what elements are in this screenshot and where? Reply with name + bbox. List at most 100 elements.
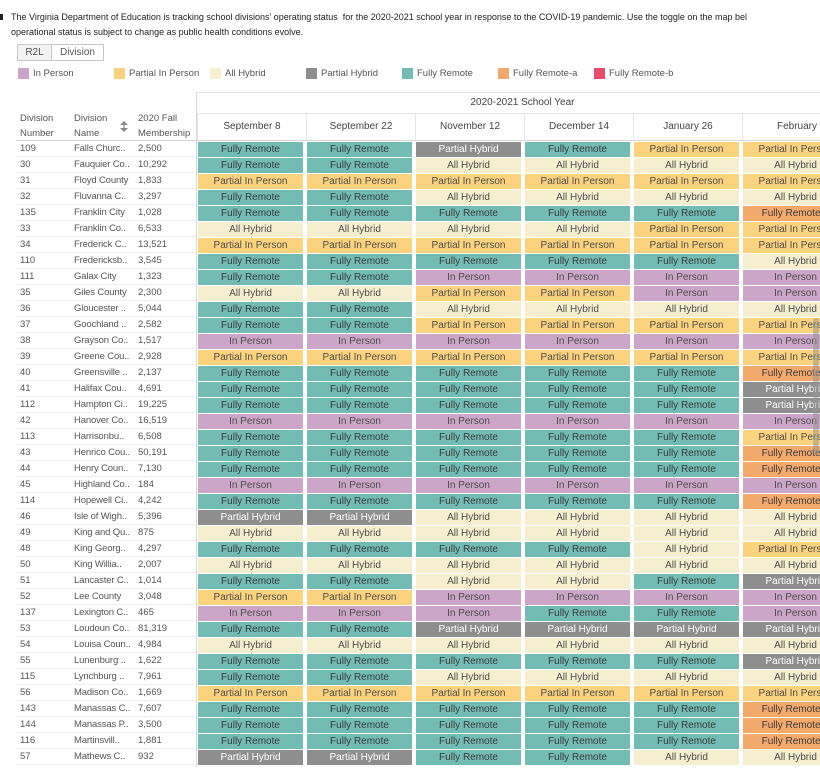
status-cell[interactable]: Fully Remote bbox=[634, 462, 739, 477]
status-cell[interactable]: All Hybrid bbox=[198, 558, 303, 573]
status-cell[interactable]: Fully Remote bbox=[198, 142, 303, 157]
status-cell[interactable]: Partial Hybrid bbox=[416, 142, 521, 157]
status-cell[interactable]: Partial In Person bbox=[743, 238, 820, 253]
status-cell[interactable]: All Hybrid bbox=[307, 526, 412, 541]
status-cell[interactable]: All Hybrid bbox=[416, 158, 521, 173]
status-cell[interactable]: Partial In Person bbox=[743, 430, 820, 445]
status-cell[interactable]: All Hybrid bbox=[416, 558, 521, 573]
status-cell[interactable]: Partial Hybrid bbox=[198, 750, 303, 765]
status-cell[interactable]: Fully Remote bbox=[525, 254, 630, 269]
status-cell[interactable]: In Person bbox=[743, 590, 820, 605]
status-cell[interactable]: Partial Hybrid bbox=[743, 382, 820, 397]
status-cell[interactable]: Partial In Person bbox=[525, 318, 630, 333]
status-cell[interactable]: Fully Remote bbox=[198, 654, 303, 669]
status-cell[interactable]: Partial In Person bbox=[525, 174, 630, 189]
status-cell[interactable]: Fully Remote bbox=[307, 270, 412, 285]
status-cell[interactable]: Fully Remote bbox=[416, 446, 521, 461]
status-cell[interactable]: Fully Remote-a bbox=[743, 366, 820, 381]
status-cell[interactable]: Fully Remote-a bbox=[743, 718, 820, 733]
status-cell[interactable]: Fully Remote bbox=[198, 718, 303, 733]
status-cell[interactable]: Fully Remote bbox=[307, 254, 412, 269]
status-cell[interactable]: In Person bbox=[307, 478, 412, 493]
toggle-option-r2l[interactable]: R2L bbox=[18, 45, 52, 60]
status-cell[interactable]: Partial Hybrid bbox=[307, 510, 412, 525]
status-cell[interactable]: All Hybrid bbox=[634, 526, 739, 541]
status-cell[interactable]: In Person bbox=[416, 270, 521, 285]
status-cell[interactable]: Partial Hybrid bbox=[743, 574, 820, 589]
status-cell[interactable]: All Hybrid bbox=[525, 670, 630, 685]
status-cell[interactable]: Partial Hybrid bbox=[198, 510, 303, 525]
status-cell[interactable]: All Hybrid bbox=[525, 526, 630, 541]
status-cell[interactable]: Fully Remote bbox=[416, 734, 521, 749]
status-cell[interactable]: Partial In Person bbox=[634, 222, 739, 237]
status-cell[interactable]: In Person bbox=[416, 478, 521, 493]
status-cell[interactable]: Fully Remote bbox=[634, 702, 739, 717]
status-cell[interactable]: Partial In Person bbox=[743, 318, 820, 333]
status-cell[interactable]: Fully Remote bbox=[525, 702, 630, 717]
status-cell[interactable]: Fully Remote bbox=[198, 382, 303, 397]
status-cell[interactable]: Fully Remote bbox=[307, 190, 412, 205]
status-cell[interactable]: Fully Remote bbox=[198, 366, 303, 381]
status-cell[interactable]: Fully Remote-a bbox=[743, 734, 820, 749]
status-cell[interactable]: In Person bbox=[743, 270, 820, 285]
status-cell[interactable]: All Hybrid bbox=[525, 638, 630, 653]
status-cell[interactable]: All Hybrid bbox=[634, 670, 739, 685]
status-cell[interactable]: Partial Hybrid bbox=[743, 654, 820, 669]
status-cell[interactable]: Partial In Person bbox=[307, 590, 412, 605]
status-cell[interactable]: All Hybrid bbox=[307, 558, 412, 573]
status-cell[interactable]: Fully Remote bbox=[525, 446, 630, 461]
status-cell[interactable]: Fully Remote-a bbox=[743, 462, 820, 477]
status-cell[interactable]: Fully Remote bbox=[307, 398, 412, 413]
status-cell[interactable]: Fully Remote bbox=[307, 302, 412, 317]
status-cell[interactable]: Fully Remote bbox=[307, 494, 412, 509]
status-cell[interactable]: All Hybrid bbox=[525, 222, 630, 237]
status-cell[interactable]: Partial In Person bbox=[634, 142, 739, 157]
status-cell[interactable]: Fully Remote bbox=[416, 718, 521, 733]
status-cell[interactable]: Fully Remote bbox=[307, 382, 412, 397]
status-cell[interactable]: Fully Remote bbox=[634, 382, 739, 397]
status-cell[interactable]: Fully Remote bbox=[416, 366, 521, 381]
status-cell[interactable]: Partial In Person bbox=[634, 238, 739, 253]
status-cell[interactable]: In Person bbox=[634, 414, 739, 429]
status-cell[interactable]: All Hybrid bbox=[634, 558, 739, 573]
status-cell[interactable]: Fully Remote bbox=[634, 606, 739, 621]
status-cell[interactable]: Fully Remote bbox=[634, 574, 739, 589]
status-cell[interactable]: All Hybrid bbox=[743, 750, 820, 765]
status-cell[interactable]: Fully Remote bbox=[307, 718, 412, 733]
status-cell[interactable]: In Person bbox=[743, 334, 820, 349]
status-cell[interactable]: Fully Remote bbox=[634, 206, 739, 221]
status-cell[interactable]: Fully Remote bbox=[198, 254, 303, 269]
status-cell[interactable]: Partial In Person bbox=[416, 350, 521, 365]
status-cell[interactable]: All Hybrid bbox=[634, 510, 739, 525]
status-cell[interactable]: Fully Remote bbox=[307, 366, 412, 381]
status-cell[interactable]: All Hybrid bbox=[743, 190, 820, 205]
status-cell[interactable]: All Hybrid bbox=[634, 542, 739, 557]
status-cell[interactable]: In Person bbox=[198, 478, 303, 493]
status-cell[interactable]: Partial Hybrid bbox=[743, 622, 820, 637]
status-cell[interactable]: Fully Remote bbox=[307, 142, 412, 157]
status-cell[interactable]: Fully Remote bbox=[198, 270, 303, 285]
sort-icon[interactable] bbox=[120, 119, 128, 132]
status-cell[interactable]: All Hybrid bbox=[743, 670, 820, 685]
status-cell[interactable]: All Hybrid bbox=[416, 638, 521, 653]
status-cell[interactable]: All Hybrid bbox=[525, 510, 630, 525]
status-cell[interactable]: In Person bbox=[743, 478, 820, 493]
status-cell[interactable]: Partial In Person bbox=[743, 142, 820, 157]
status-cell[interactable]: Fully Remote bbox=[307, 734, 412, 749]
status-cell[interactable]: Fully Remote bbox=[198, 158, 303, 173]
status-cell[interactable]: In Person bbox=[416, 334, 521, 349]
status-cell[interactable]: Fully Remote bbox=[634, 446, 739, 461]
status-cell[interactable]: Fully Remote bbox=[525, 654, 630, 669]
status-cell[interactable]: All Hybrid bbox=[416, 670, 521, 685]
status-cell[interactable]: Partial Hybrid bbox=[416, 622, 521, 637]
status-cell[interactable]: Partial In Person bbox=[416, 686, 521, 701]
status-cell[interactable]: All Hybrid bbox=[198, 222, 303, 237]
status-cell[interactable]: Fully Remote bbox=[307, 446, 412, 461]
status-cell[interactable]: Partial In Person bbox=[307, 350, 412, 365]
status-cell[interactable]: In Person bbox=[743, 414, 820, 429]
status-cell[interactable]: Partial In Person bbox=[198, 350, 303, 365]
status-cell[interactable]: All Hybrid bbox=[743, 526, 820, 541]
status-cell[interactable]: Fully Remote bbox=[416, 702, 521, 717]
status-cell[interactable]: Fully Remote bbox=[307, 622, 412, 637]
status-cell[interactable]: Fully Remote bbox=[525, 542, 630, 557]
